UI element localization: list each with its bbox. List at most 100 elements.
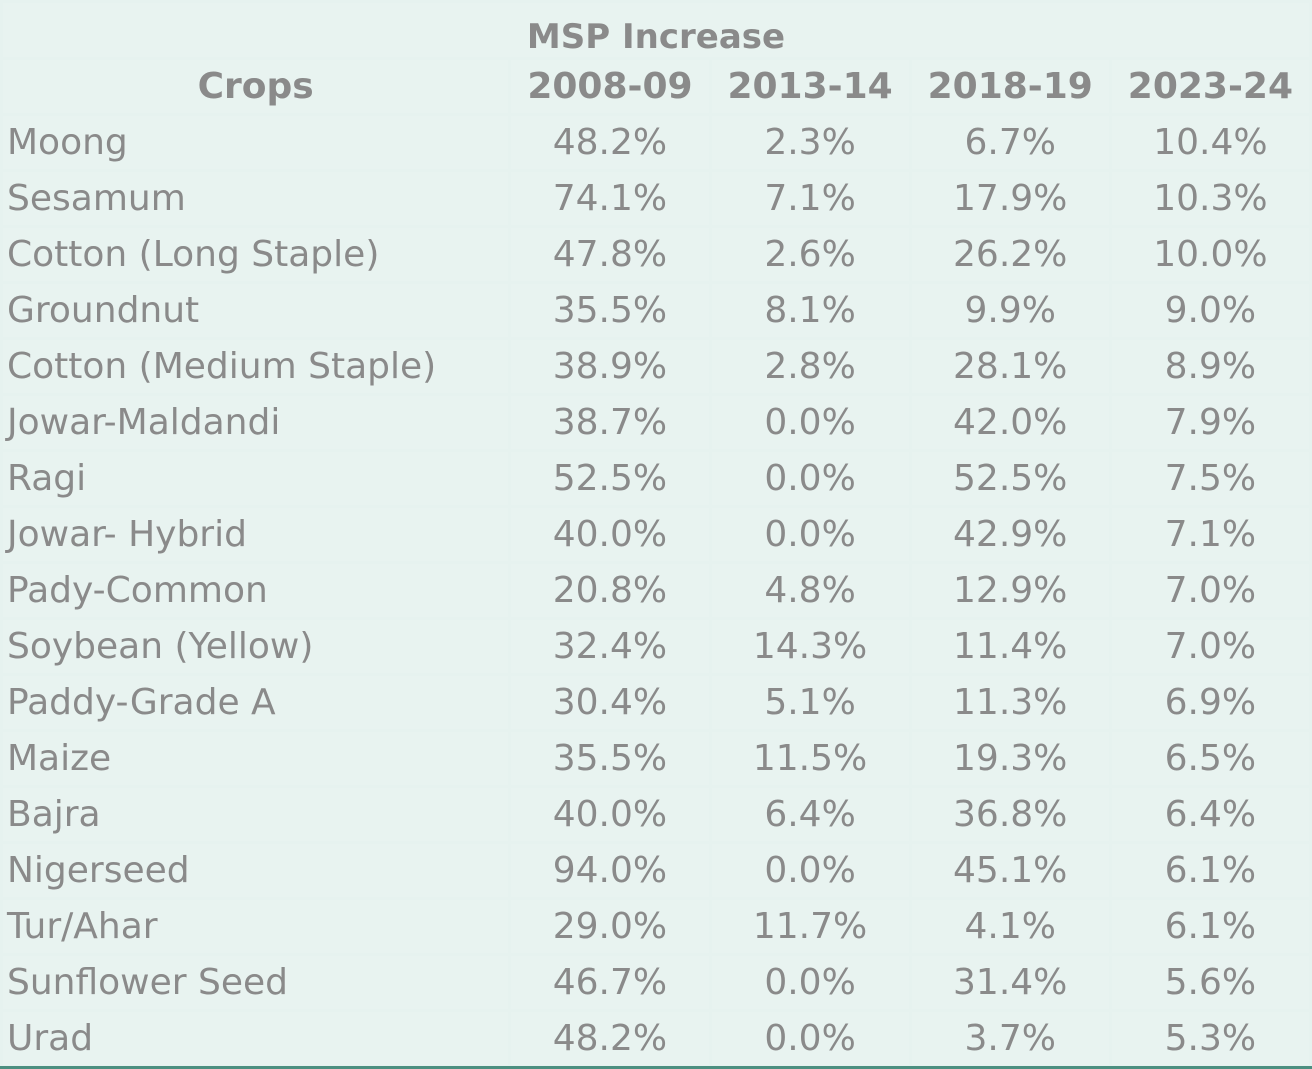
crop-name-cell: Jowar-Maldandi <box>3 396 509 449</box>
msp-value-cell: 5.3% <box>1111 1012 1309 1065</box>
table-row: Nigerseed 94.0% 0.0% 45.1% 6.1% <box>3 844 1309 897</box>
msp-value-cell: 0.0% <box>711 508 909 561</box>
table-row: Sunflower Seed 46.7% 0.0% 31.4% 5.6% <box>3 956 1309 1009</box>
msp-value-cell: 11.3% <box>911 676 1109 729</box>
msp-value-cell: 46.7% <box>511 956 709 1009</box>
msp-value-cell: 32.4% <box>511 620 709 673</box>
msp-value-cell: 7.9% <box>1111 396 1309 449</box>
msp-value-cell: 5.6% <box>1111 956 1309 1009</box>
crop-name-cell: Tur/Ahar <box>3 900 509 953</box>
msp-value-cell: 6.7% <box>911 116 1109 169</box>
msp-value-cell: 7.1% <box>711 172 909 225</box>
msp-value-cell: 48.2% <box>511 1012 709 1065</box>
msp-value-cell: 94.0% <box>511 844 709 897</box>
crop-name-cell: Jowar- Hybrid <box>3 508 509 561</box>
table-body: Moong 48.2% 2.3% 6.7% 10.4% Sesamum 74.1% 7.1% 1… <box>3 116 1309 1065</box>
column-header-year: 2008-09 <box>511 60 709 113</box>
table-row: Jowar- Hybrid 40.0% 0.0% 42.9% 7.1% <box>3 508 1309 561</box>
table-row: Soybean (Yellow) 32.4% 14.3% 11.4% 7.0% <box>3 620 1309 673</box>
table-row: Maize 35.5% 11.5% 19.3% 6.5% <box>3 732 1309 785</box>
table-row: Groundnut 35.5% 8.1% 9.9% 9.0% <box>3 284 1309 337</box>
crop-name-cell: Ragi <box>3 452 509 505</box>
msp-value-cell: 7.1% <box>1111 508 1309 561</box>
msp-value-cell: 12.9% <box>911 564 1109 617</box>
msp-value-cell: 3.7% <box>911 1012 1109 1065</box>
crop-name-cell: Moong <box>3 116 509 169</box>
msp-value-cell: 8.9% <box>1111 340 1309 393</box>
msp-value-cell: 6.9% <box>1111 676 1309 729</box>
column-header-year: 2023-24 <box>1111 60 1309 113</box>
msp-value-cell: 14.3% <box>711 620 909 673</box>
header-row: Crops 2008-09 2013-14 2018-19 2023-24 <box>3 60 1309 113</box>
msp-value-cell: 42.9% <box>911 508 1109 561</box>
msp-value-cell: 10.3% <box>1111 172 1309 225</box>
msp-value-cell: 9.0% <box>1111 284 1309 337</box>
msp-value-cell: 7.0% <box>1111 620 1309 673</box>
msp-value-cell: 0.0% <box>711 956 909 1009</box>
crop-name-cell: Cotton (Long Staple) <box>3 228 509 281</box>
msp-value-cell: 6.4% <box>711 788 909 841</box>
crop-name-cell: Sunflower Seed <box>3 956 509 1009</box>
msp-value-cell: 40.0% <box>511 508 709 561</box>
column-header-crops: Crops <box>3 60 509 113</box>
msp-value-cell: 2.8% <box>711 340 909 393</box>
msp-value-cell: 52.5% <box>511 452 709 505</box>
msp-value-cell: 20.8% <box>511 564 709 617</box>
msp-value-cell: 30.4% <box>511 676 709 729</box>
msp-value-cell: 8.1% <box>711 284 909 337</box>
msp-value-cell: 6.1% <box>1111 844 1309 897</box>
table-row: Pady-Common 20.8% 4.8% 12.9% 7.0% <box>3 564 1309 617</box>
msp-value-cell: 36.8% <box>911 788 1109 841</box>
crop-name-cell: Paddy-Grade A <box>3 676 509 729</box>
column-header-year: 2018-19 <box>911 60 1109 113</box>
table-title: MSP Increase <box>3 3 1309 57</box>
msp-value-cell: 7.0% <box>1111 564 1309 617</box>
msp-value-cell: 5.1% <box>711 676 909 729</box>
msp-value-cell: 45.1% <box>911 844 1109 897</box>
msp-value-cell: 7.5% <box>1111 452 1309 505</box>
msp-value-cell: 2.3% <box>711 116 909 169</box>
msp-value-cell: 6.5% <box>1111 732 1309 785</box>
table-row: Bajra 40.0% 6.4% 36.8% 6.4% <box>3 788 1309 841</box>
table-row: Cotton (Medium Staple) 38.9% 2.8% 28.1% 8.9% <box>3 340 1309 393</box>
msp-value-cell: 4.1% <box>911 900 1109 953</box>
column-header-year: 2013-14 <box>711 60 909 113</box>
msp-value-cell: 52.5% <box>911 452 1109 505</box>
msp-value-cell: 11.5% <box>711 732 909 785</box>
msp-value-cell: 9.9% <box>911 284 1109 337</box>
msp-value-cell: 11.4% <box>911 620 1109 673</box>
msp-value-cell: 0.0% <box>711 1012 909 1065</box>
msp-value-cell: 29.0% <box>511 900 709 953</box>
crop-name-cell: Sesamum <box>3 172 509 225</box>
msp-value-cell: 48.2% <box>511 116 709 169</box>
msp-value-cell: 40.0% <box>511 788 709 841</box>
msp-value-cell: 47.8% <box>511 228 709 281</box>
msp-value-cell: 0.0% <box>711 452 909 505</box>
crop-name-cell: Cotton (Medium Staple) <box>3 340 509 393</box>
crop-name-cell: Urad <box>3 1012 509 1065</box>
msp-value-cell: 19.3% <box>911 732 1109 785</box>
crop-name-cell: Bajra <box>3 788 509 841</box>
msp-value-cell: 38.9% <box>511 340 709 393</box>
table-row: Sesamum 74.1% 7.1% 17.9% 10.3% <box>3 172 1309 225</box>
msp-value-cell: 10.4% <box>1111 116 1309 169</box>
crop-name-cell: Groundnut <box>3 284 509 337</box>
msp-value-cell: 6.4% <box>1111 788 1309 841</box>
msp-value-cell: 35.5% <box>511 732 709 785</box>
title-row: MSP Increase <box>3 3 1309 57</box>
msp-value-cell: 10.0% <box>1111 228 1309 281</box>
crop-name-cell: Pady-Common <box>3 564 509 617</box>
table-row: Cotton (Long Staple) 47.8% 2.6% 26.2% 10.0% <box>3 228 1309 281</box>
msp-value-cell: 31.4% <box>911 956 1109 1009</box>
table-row: Paddy-Grade A 30.4% 5.1% 11.3% 6.9% <box>3 676 1309 729</box>
msp-value-cell: 0.0% <box>711 844 909 897</box>
crop-name-cell: Maize <box>3 732 509 785</box>
msp-value-cell: 17.9% <box>911 172 1109 225</box>
msp-value-cell: 6.1% <box>1111 900 1309 953</box>
table-row: Ragi 52.5% 0.0% 52.5% 7.5% <box>3 452 1309 505</box>
table-row: Moong 48.2% 2.3% 6.7% 10.4% <box>3 116 1309 169</box>
msp-value-cell: 2.6% <box>711 228 909 281</box>
msp-value-cell: 28.1% <box>911 340 1109 393</box>
